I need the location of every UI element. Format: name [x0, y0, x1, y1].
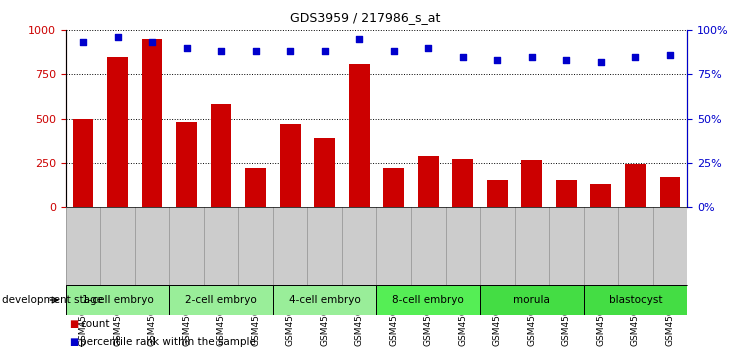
Bar [521, 160, 542, 207]
Text: 2-cell embryo: 2-cell embryo [185, 295, 257, 305]
Bar [349, 64, 370, 207]
Point [664, 52, 675, 58]
Text: percentile rank within the sample: percentile rank within the sample [80, 337, 257, 347]
Point [284, 48, 296, 54]
Point [77, 40, 89, 45]
Text: blastocyst: blastocyst [609, 295, 662, 305]
Point [526, 54, 538, 59]
Text: 1-cell embryo: 1-cell embryo [82, 295, 154, 305]
Bar [659, 177, 681, 207]
Point [595, 59, 607, 65]
Bar [280, 124, 300, 207]
Text: count: count [80, 319, 110, 329]
Bar [487, 179, 507, 207]
Bar [170, 285, 273, 315]
Text: morula: morula [513, 295, 550, 305]
Text: development stage: development stage [2, 295, 103, 305]
Bar [418, 156, 439, 207]
Bar [556, 179, 577, 207]
Text: ■: ■ [69, 319, 79, 329]
Bar [480, 285, 583, 315]
Bar [246, 168, 266, 207]
Bar [211, 104, 232, 207]
Point [250, 48, 262, 54]
Point [146, 40, 158, 45]
Bar [176, 122, 197, 207]
Point [629, 54, 641, 59]
Bar [376, 285, 480, 315]
Point [353, 36, 365, 42]
Bar [107, 57, 128, 207]
Point [457, 54, 469, 59]
Bar [625, 164, 645, 207]
Point [215, 48, 227, 54]
Bar [142, 39, 162, 207]
Text: ■: ■ [69, 337, 79, 347]
Bar [583, 285, 687, 315]
Bar [66, 285, 170, 315]
Point [319, 48, 330, 54]
Bar [273, 285, 376, 315]
Bar [452, 159, 473, 207]
Point [181, 45, 192, 51]
Text: 8-cell embryo: 8-cell embryo [393, 295, 464, 305]
Point [112, 34, 124, 40]
Text: GDS3959 / 217986_s_at: GDS3959 / 217986_s_at [290, 11, 441, 24]
Point [423, 45, 434, 51]
Bar [383, 168, 404, 207]
Point [388, 48, 400, 54]
Point [561, 57, 572, 63]
Bar [314, 138, 335, 207]
Bar [591, 184, 611, 207]
Point [491, 57, 503, 63]
Text: 4-cell embryo: 4-cell embryo [289, 295, 360, 305]
Bar [72, 119, 94, 207]
